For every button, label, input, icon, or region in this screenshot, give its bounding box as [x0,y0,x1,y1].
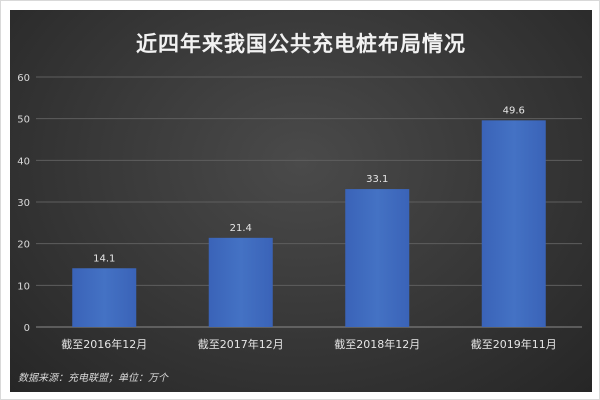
x-tick-label: 截至2017年12月 [198,337,284,351]
chart-panel: 近四年来我国公共充电桩布局情况 0 10 20 30 40 50 60 14.1 截至2016年… [10,10,592,392]
chart-title: 近四年来我国公共充电桩布局情况 [136,32,466,56]
bar-chart: 0 10 20 30 40 50 60 14.1 截至2016年12月 21.4 截至2017年12… [17,73,582,351]
data-label: 49.6 [503,105,525,116]
data-label: 33.1 [366,174,388,185]
data-source-note: 数据来源：充电联盟；单位：万个 [18,373,168,384]
y-tick-label: 10 [17,281,30,292]
bar [208,237,273,327]
y-tick-label: 60 [17,73,30,84]
bar [345,189,410,327]
x-tick-label: 截至2019年11月 [471,337,557,351]
data-label: 14.1 [93,253,115,264]
x-tick-label: 截至2016年12月 [61,337,147,351]
y-tick-label: 50 [17,115,30,126]
y-tick-label: 30 [17,198,30,209]
y-tick-label: 20 [17,240,30,251]
bar [481,120,546,327]
y-tick-label: 0 [24,323,30,334]
x-tick-label: 截至2018年12月 [334,337,420,351]
y-tick-label: 40 [17,156,30,167]
bar [72,268,137,327]
data-label: 21.4 [230,223,252,234]
